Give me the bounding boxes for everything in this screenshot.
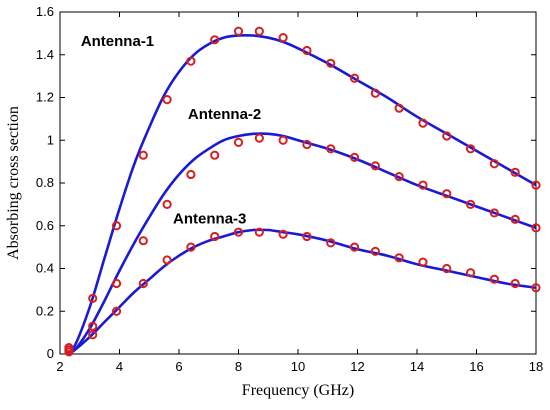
data-point [489,274,499,284]
data-point [111,278,122,289]
y-tick-label: 0 [47,346,54,361]
data-point [489,159,499,169]
data-point [302,139,312,150]
y-tick-label: 1.6 [36,4,54,19]
curves [65,33,537,356]
data-point [162,255,172,265]
data-point [531,223,541,233]
data-point [370,161,380,171]
markers [64,26,541,357]
data-point [465,268,476,278]
data-point [465,144,476,154]
data-point [349,152,360,162]
data-point [278,229,288,239]
data-point [111,221,122,231]
data-point [278,33,288,43]
data-point [233,137,244,147]
data-point [111,306,122,316]
x-axis-title: Frequency (GHz) [242,382,354,399]
series-label-2: Antenna-2 [188,106,261,123]
y-tick-label: 0.4 [36,261,54,276]
data-point [442,131,452,141]
data-point [186,169,196,180]
axes: 2 4 6 8 10 12 14 16 18 0 0.2 0.4 0.6 0.8 1 1.2 1.4 1.6 [36,4,543,374]
x-tick-label: 10 [291,359,305,374]
data-point [418,180,428,190]
data-point [326,144,336,154]
data-point [465,199,476,209]
series-labels: Antenna-1 Antenna-2 Antenna-3 [81,33,261,227]
y-tick-label: 0.2 [36,303,54,318]
x-tick-label: 4 [116,359,123,374]
data-point [370,246,380,256]
y-tick-label: 1 [47,132,54,147]
x-tick-label: 16 [469,359,483,374]
x-tick-label: 8 [235,359,242,374]
data-point [326,238,336,248]
data-point [394,253,404,263]
data-point [510,214,520,224]
plot-frame [59,11,537,355]
series-line-1 [65,33,537,356]
data-point [254,227,264,237]
data-point [302,45,312,56]
data-point [254,26,264,36]
data-point [326,58,336,68]
series-label-3: Antenna-3 [173,211,246,228]
series-line-2 [65,132,537,356]
y-tick-label: 0.8 [36,175,54,190]
data-point [210,231,220,242]
data-point [510,167,520,177]
y-axis-title: Absorbing cross section [5,106,22,260]
data-point [162,95,172,105]
data-point [302,231,312,242]
data-point [254,133,264,143]
data-point [210,150,220,160]
data-point [186,56,196,66]
data-point [349,242,360,252]
data-point [162,199,172,209]
data-point [418,257,428,267]
data-point [64,347,74,357]
y-tick-label: 1.4 [36,47,54,62]
y-tick-label: 0.6 [36,218,54,233]
data-point [531,283,541,293]
data-point [489,208,499,218]
series-line-3 [65,228,537,356]
data-point [138,236,148,246]
data-point [418,118,428,128]
data-point [510,278,520,289]
x-tick-label: 12 [350,359,364,374]
data-point [88,293,98,304]
data-point [210,35,220,45]
data-point [394,171,404,182]
x-tick-label: 18 [529,359,543,374]
data-point [442,189,452,199]
data-point [394,103,404,113]
data-point [278,135,288,145]
data-point [233,26,244,36]
data-point [531,180,541,190]
data-point [442,263,452,274]
data-point [370,88,380,98]
data-point [186,242,196,252]
series-label-1: Antenna-1 [81,33,154,50]
data-point [138,278,148,289]
data-point [349,73,360,83]
x-tick-label: 14 [410,359,424,374]
data-point [233,227,244,237]
data-point [138,150,148,160]
data-point [88,330,98,340]
data-point [88,321,98,331]
x-tick-label: 2 [56,359,63,374]
x-tick-label: 6 [175,359,182,374]
y-tick-label: 1.2 [36,90,54,105]
